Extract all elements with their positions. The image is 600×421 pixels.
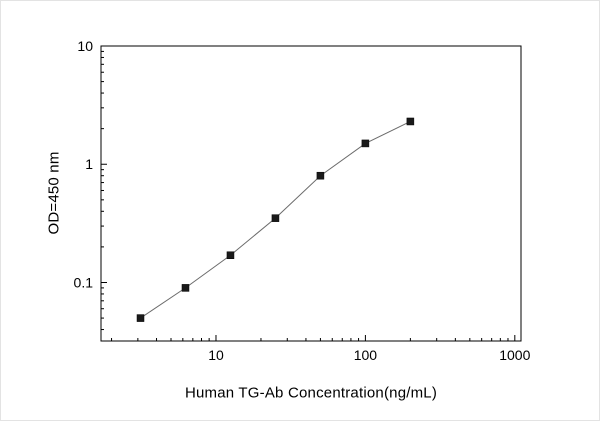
x-tick-label: 100 — [354, 347, 378, 363]
data-point — [226, 251, 235, 259]
data-point — [271, 214, 280, 222]
y-tick-label: 0.1 — [74, 274, 94, 290]
data-point — [136, 314, 145, 322]
y-tick-label: 1 — [85, 156, 93, 172]
x-tick-label: 1000 — [499, 347, 530, 363]
data-point — [181, 284, 190, 292]
y-axis-label: OD=450 nm — [45, 151, 63, 235]
data-point — [406, 117, 415, 126]
y-tick-label: 10 — [77, 38, 93, 54]
data-point — [316, 171, 325, 180]
plot-frame — [100, 45, 522, 342]
x-axis-label: Human TG-Ab Concentration(ng/mL) — [184, 384, 438, 402]
data-point — [361, 139, 370, 148]
x-tick-label: 10 — [208, 347, 224, 363]
